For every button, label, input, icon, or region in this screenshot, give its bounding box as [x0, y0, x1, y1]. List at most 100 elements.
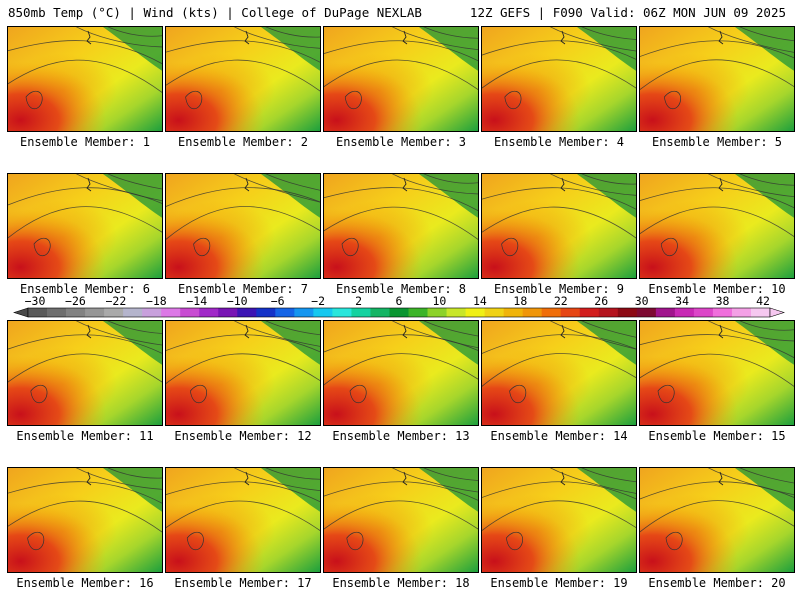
ensemble-member-label: Ensemble Member: 14	[490, 429, 628, 443]
temperature-field-map	[324, 27, 478, 131]
colorbar-swatch	[408, 308, 428, 317]
colorbar-swatch	[104, 308, 124, 317]
colorbar-tick-label: −26	[65, 294, 86, 308]
colorbar-tick-label: −30	[24, 294, 46, 308]
colorbar-tick-label: 22	[553, 294, 568, 308]
colorbar-tick-label: 10	[432, 294, 447, 308]
ensemble-member-label: Ensemble Member: 4	[493, 135, 625, 149]
colorbar-tick-label: 18	[513, 294, 528, 308]
colorbar-tick-label: −2	[311, 294, 326, 308]
ensemble-map-panel	[481, 467, 637, 573]
ensemble-member-label: Ensemble Member: 9	[493, 282, 625, 296]
ensemble-map-panel	[165, 26, 321, 132]
temperature-field-map	[324, 174, 478, 278]
colorbar-swatch	[256, 308, 276, 317]
ensemble-member-label: Ensemble Member: 18	[332, 576, 470, 590]
ensemble-map-panel	[7, 26, 163, 132]
colorbar-swatch	[370, 308, 390, 317]
temperature-field-map	[482, 321, 636, 425]
colorbar-swatch	[313, 308, 333, 317]
colorbar-swatch	[47, 308, 67, 317]
colorbar-tick-label: −22	[105, 294, 127, 308]
temperature-field-map	[640, 27, 794, 131]
ensemble-map-panel	[323, 320, 479, 426]
ensemble-map-panel	[7, 173, 163, 279]
colorbar-swatch	[731, 308, 752, 317]
ensemble-member-label: Ensemble Member: 19	[490, 576, 628, 590]
temperature-field-map	[8, 321, 162, 425]
ensemble-member-label: Ensemble Member: 3	[335, 135, 467, 149]
colorbar-tick-label: 2	[355, 294, 363, 308]
ensemble-map-panel	[7, 320, 163, 426]
ensemble-member-label: Ensemble Member: 7	[177, 282, 309, 296]
colorbar-swatch	[636, 308, 657, 317]
colorbar-tick-label: 6	[395, 294, 403, 308]
temperature-field-map	[166, 27, 320, 131]
ensemble-map-panel	[639, 173, 795, 279]
temperature-field-map	[166, 468, 320, 572]
colorbar-swatch	[465, 308, 486, 317]
colorbar-swatch	[123, 308, 143, 317]
ensemble-map-panel	[165, 320, 321, 426]
colorbar-swatch	[446, 308, 466, 317]
colorbar-tick-label: 14	[472, 294, 487, 308]
colorbar-swatch	[693, 308, 714, 317]
temperature-field-map	[324, 321, 478, 425]
colorbar-tick-label: −18	[145, 294, 167, 308]
colorbar-swatch	[598, 308, 619, 317]
ensemble-member-label: Ensemble Member: 8	[335, 282, 467, 296]
colorbar-tick-label: 30	[634, 294, 649, 308]
temperature-field-map	[8, 174, 162, 278]
colorbar-swatch	[294, 308, 314, 317]
temperature-field-map	[482, 27, 636, 131]
model-run-info: 12Z GEFS | F090 Valid: 06Z MON JUN 09 20…	[469, 5, 786, 20]
ensemble-map-panel	[639, 26, 795, 132]
colorbar-swatch	[85, 308, 105, 317]
colorbar-swatch	[522, 308, 543, 317]
ensemble-member-label: Ensemble Member: 11	[16, 429, 154, 443]
ensemble-map-panel	[639, 467, 795, 573]
temperature-field-map	[640, 468, 794, 572]
colorbar-swatch	[541, 308, 562, 317]
colorbar-swatch	[579, 308, 600, 317]
temperature-field-map	[640, 321, 794, 425]
ensemble-member-label: Ensemble Member: 17	[174, 576, 312, 590]
ensemble-member-label: Ensemble Member: 13	[332, 429, 470, 443]
colorbar-tick-label: 26	[594, 294, 609, 308]
temperature-field-map	[166, 321, 320, 425]
map-title: 850mb Temp (°C) | Wind (kts) | College o…	[8, 5, 422, 20]
colorbar-tick-label: 34	[675, 294, 690, 308]
colorbar-swatch	[712, 308, 733, 317]
ensemble-member-label: Ensemble Member: 2	[177, 135, 309, 149]
ensemble-member-label: Ensemble Member: 15	[648, 429, 786, 443]
temperature-field-map	[8, 27, 162, 131]
colorbar-tick-label: −6	[270, 294, 285, 308]
ensemble-member-label: Ensemble Member: 5	[651, 135, 783, 149]
ensemble-member-label: Ensemble Member: 6	[19, 282, 151, 296]
ensemble-map-panel	[165, 173, 321, 279]
colorbar-swatch	[28, 308, 48, 317]
ensemble-member-label: Ensemble Member: 12	[174, 429, 312, 443]
ensemble-map-panel	[323, 467, 479, 573]
ensemble-map-panel	[639, 320, 795, 426]
colorbar-swatch	[161, 308, 181, 317]
ensemble-member-label: Ensemble Member: 20	[648, 576, 786, 590]
colorbar-swatch	[484, 308, 505, 317]
colorbar-swatch	[655, 308, 676, 317]
temperature-field-map	[324, 468, 478, 572]
temperature-colorbar: −30 −26 −22 −18 −14 −10 −6 −2 2 6 10 14 18 22 26 30 34 38…	[0, 294, 800, 324]
ensemble-map-panel	[165, 467, 321, 573]
colorbar-swatch	[503, 308, 524, 317]
colorbar-tick-label: −14	[186, 294, 208, 308]
ensemble-map-panel	[481, 173, 637, 279]
temperature-field-map	[8, 468, 162, 572]
ensemble-member-label: Ensemble Member: 10	[648, 282, 786, 296]
colorbar-swatch	[142, 308, 162, 317]
ensemble-map-panel	[323, 173, 479, 279]
colorbar-swatch	[560, 308, 581, 317]
colorbar-max-arrow	[769, 307, 785, 318]
colorbar-swatch	[332, 308, 352, 317]
colorbar-swatch	[275, 308, 295, 317]
colorbar-swatch	[351, 308, 371, 317]
colorbar-swatch	[66, 308, 86, 317]
